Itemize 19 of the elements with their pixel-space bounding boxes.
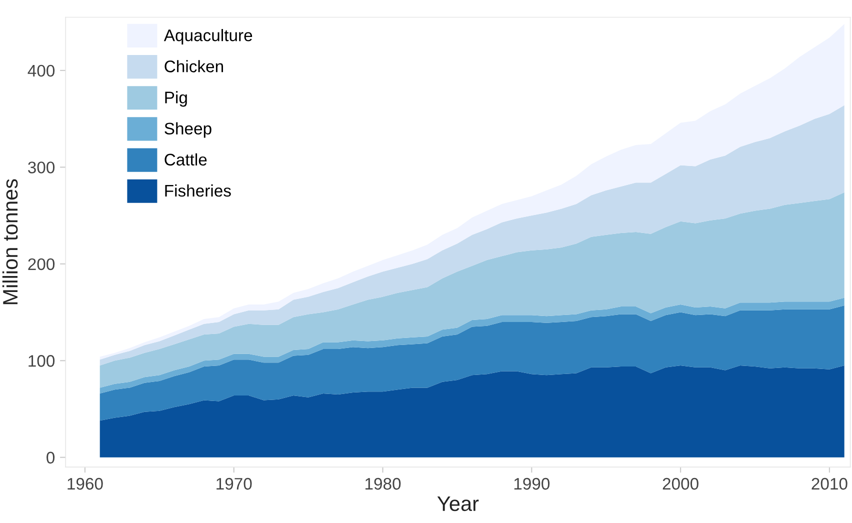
y-tick-label: 100 [28,355,55,367]
y-tick-label: 400 [28,64,55,77]
x-tick-label: 1990 [514,478,550,490]
legend-label: Chicken [164,60,223,72]
y-tick-label: 200 [28,258,55,270]
y-tick-label: 0 [46,452,55,464]
x-tick-label: 1960 [68,478,103,490]
x-tick-label: 1980 [365,478,401,490]
x-tick-label: 2010 [812,478,848,490]
legend-label: Pig [165,91,187,107]
legend-label: Fisheries [165,184,231,197]
x-tick-label: 1970 [216,478,252,490]
x-axis-title: Year [437,496,479,512]
legend-label: Cattle [164,153,207,166]
y-tick-label: 300 [28,162,55,174]
y-axis-title: Million tonnes [2,179,18,304]
legend-label: Aquaculture [164,29,252,45]
legend-label: Sheep [164,122,212,138]
x-tick-label: 2000 [662,478,698,490]
